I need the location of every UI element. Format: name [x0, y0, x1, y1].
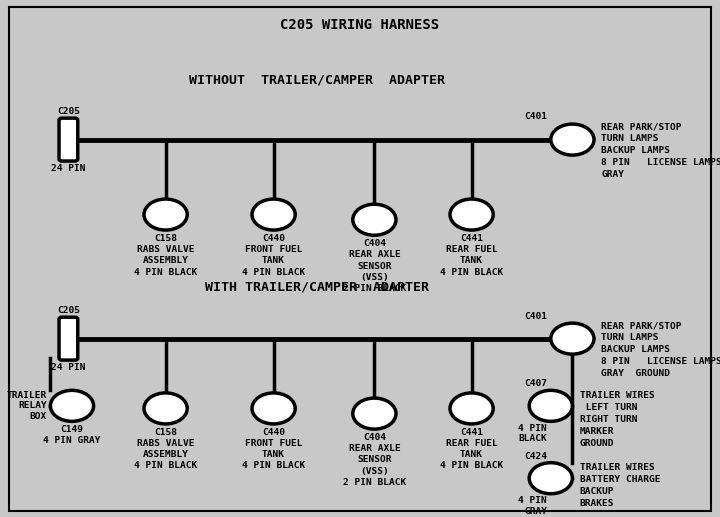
Circle shape — [353, 204, 396, 235]
Text: TURN LAMPS: TURN LAMPS — [601, 333, 659, 342]
Text: C158
RABS VALVE
ASSEMBLY
4 PIN BLACK: C158 RABS VALVE ASSEMBLY 4 PIN BLACK — [134, 234, 197, 277]
Circle shape — [50, 390, 94, 421]
Text: BACKUP LAMPS: BACKUP LAMPS — [601, 345, 670, 354]
FancyBboxPatch shape — [59, 118, 78, 161]
Text: BRAKES: BRAKES — [580, 499, 614, 508]
Text: TRAILER WIRES: TRAILER WIRES — [580, 463, 654, 473]
Text: 24 PIN: 24 PIN — [51, 363, 86, 372]
Circle shape — [450, 393, 493, 424]
Text: BATTERY CHARGE: BATTERY CHARGE — [580, 475, 660, 484]
Text: C149
4 PIN GRAY: C149 4 PIN GRAY — [43, 425, 101, 445]
Circle shape — [529, 390, 572, 421]
Text: C401: C401 — [524, 312, 547, 321]
Circle shape — [353, 398, 396, 429]
Text: 8 PIN   LICENSE LAMPS: 8 PIN LICENSE LAMPS — [601, 357, 720, 366]
Circle shape — [144, 393, 187, 424]
Text: C407: C407 — [524, 379, 547, 388]
Circle shape — [551, 323, 594, 354]
Text: WITH TRAILER/CAMPER  ADAPTER: WITH TRAILER/CAMPER ADAPTER — [204, 280, 429, 294]
Text: 4 PIN
BLACK: 4 PIN BLACK — [518, 424, 547, 444]
Text: C158
RABS VALVE
ASSEMBLY
4 PIN BLACK: C158 RABS VALVE ASSEMBLY 4 PIN BLACK — [134, 428, 197, 470]
Text: C205 WIRING HARNESS: C205 WIRING HARNESS — [280, 18, 440, 32]
Circle shape — [529, 463, 572, 494]
Text: C404
REAR AXLE
SENSOR
(VSS)
2 PIN BLACK: C404 REAR AXLE SENSOR (VSS) 2 PIN BLACK — [343, 433, 406, 486]
Text: TRAILER
RELAY
BOX: TRAILER RELAY BOX — [6, 391, 47, 421]
Text: C404
REAR AXLE
SENSOR
(VSS)
2 PIN BLACK: C404 REAR AXLE SENSOR (VSS) 2 PIN BLACK — [343, 239, 406, 293]
Text: MARKER: MARKER — [580, 427, 614, 436]
Text: C424: C424 — [524, 452, 547, 461]
Circle shape — [450, 199, 493, 230]
Text: BACKUP: BACKUP — [580, 487, 614, 496]
Text: GRAY  GROUND: GRAY GROUND — [601, 369, 670, 378]
Text: GROUND: GROUND — [580, 438, 614, 448]
Text: C205: C205 — [57, 306, 80, 315]
Text: C205: C205 — [57, 107, 80, 116]
Text: LEFT TURN: LEFT TURN — [580, 403, 637, 412]
Text: GRAY: GRAY — [601, 170, 624, 179]
Text: C401: C401 — [524, 113, 547, 121]
Text: 4 PIN
GRAY: 4 PIN GRAY — [518, 496, 547, 516]
Text: REAR PARK/STOP: REAR PARK/STOP — [601, 321, 682, 330]
Text: C440
FRONT FUEL
TANK
4 PIN BLACK: C440 FRONT FUEL TANK 4 PIN BLACK — [242, 234, 305, 277]
Circle shape — [252, 393, 295, 424]
Text: C440
FRONT FUEL
TANK
4 PIN BLACK: C440 FRONT FUEL TANK 4 PIN BLACK — [242, 428, 305, 470]
FancyBboxPatch shape — [59, 317, 78, 360]
Text: C441
REAR FUEL
TANK
4 PIN BLACK: C441 REAR FUEL TANK 4 PIN BLACK — [440, 428, 503, 470]
Text: 24 PIN: 24 PIN — [51, 164, 86, 173]
Circle shape — [252, 199, 295, 230]
Circle shape — [551, 124, 594, 155]
Text: C441
REAR FUEL
TANK
4 PIN BLACK: C441 REAR FUEL TANK 4 PIN BLACK — [440, 234, 503, 277]
Text: WITHOUT  TRAILER/CAMPER  ADAPTER: WITHOUT TRAILER/CAMPER ADAPTER — [189, 73, 445, 87]
Text: 8 PIN   LICENSE LAMPS: 8 PIN LICENSE LAMPS — [601, 158, 720, 167]
Text: REAR PARK/STOP: REAR PARK/STOP — [601, 122, 682, 131]
Circle shape — [144, 199, 187, 230]
Text: BACKUP LAMPS: BACKUP LAMPS — [601, 146, 670, 155]
Text: RIGHT TURN: RIGHT TURN — [580, 415, 637, 424]
Text: TURN LAMPS: TURN LAMPS — [601, 134, 659, 143]
Text: TRAILER WIRES: TRAILER WIRES — [580, 391, 654, 400]
